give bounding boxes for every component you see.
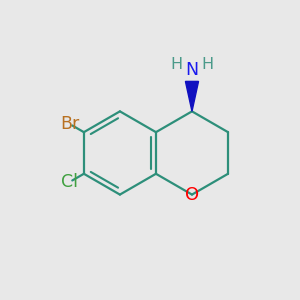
Text: H: H bbox=[170, 57, 183, 72]
Text: N: N bbox=[185, 61, 199, 79]
Text: H: H bbox=[201, 57, 214, 72]
Text: Br: Br bbox=[60, 115, 79, 133]
Text: Cl: Cl bbox=[61, 173, 78, 191]
Text: O: O bbox=[185, 186, 199, 204]
Polygon shape bbox=[185, 81, 199, 111]
